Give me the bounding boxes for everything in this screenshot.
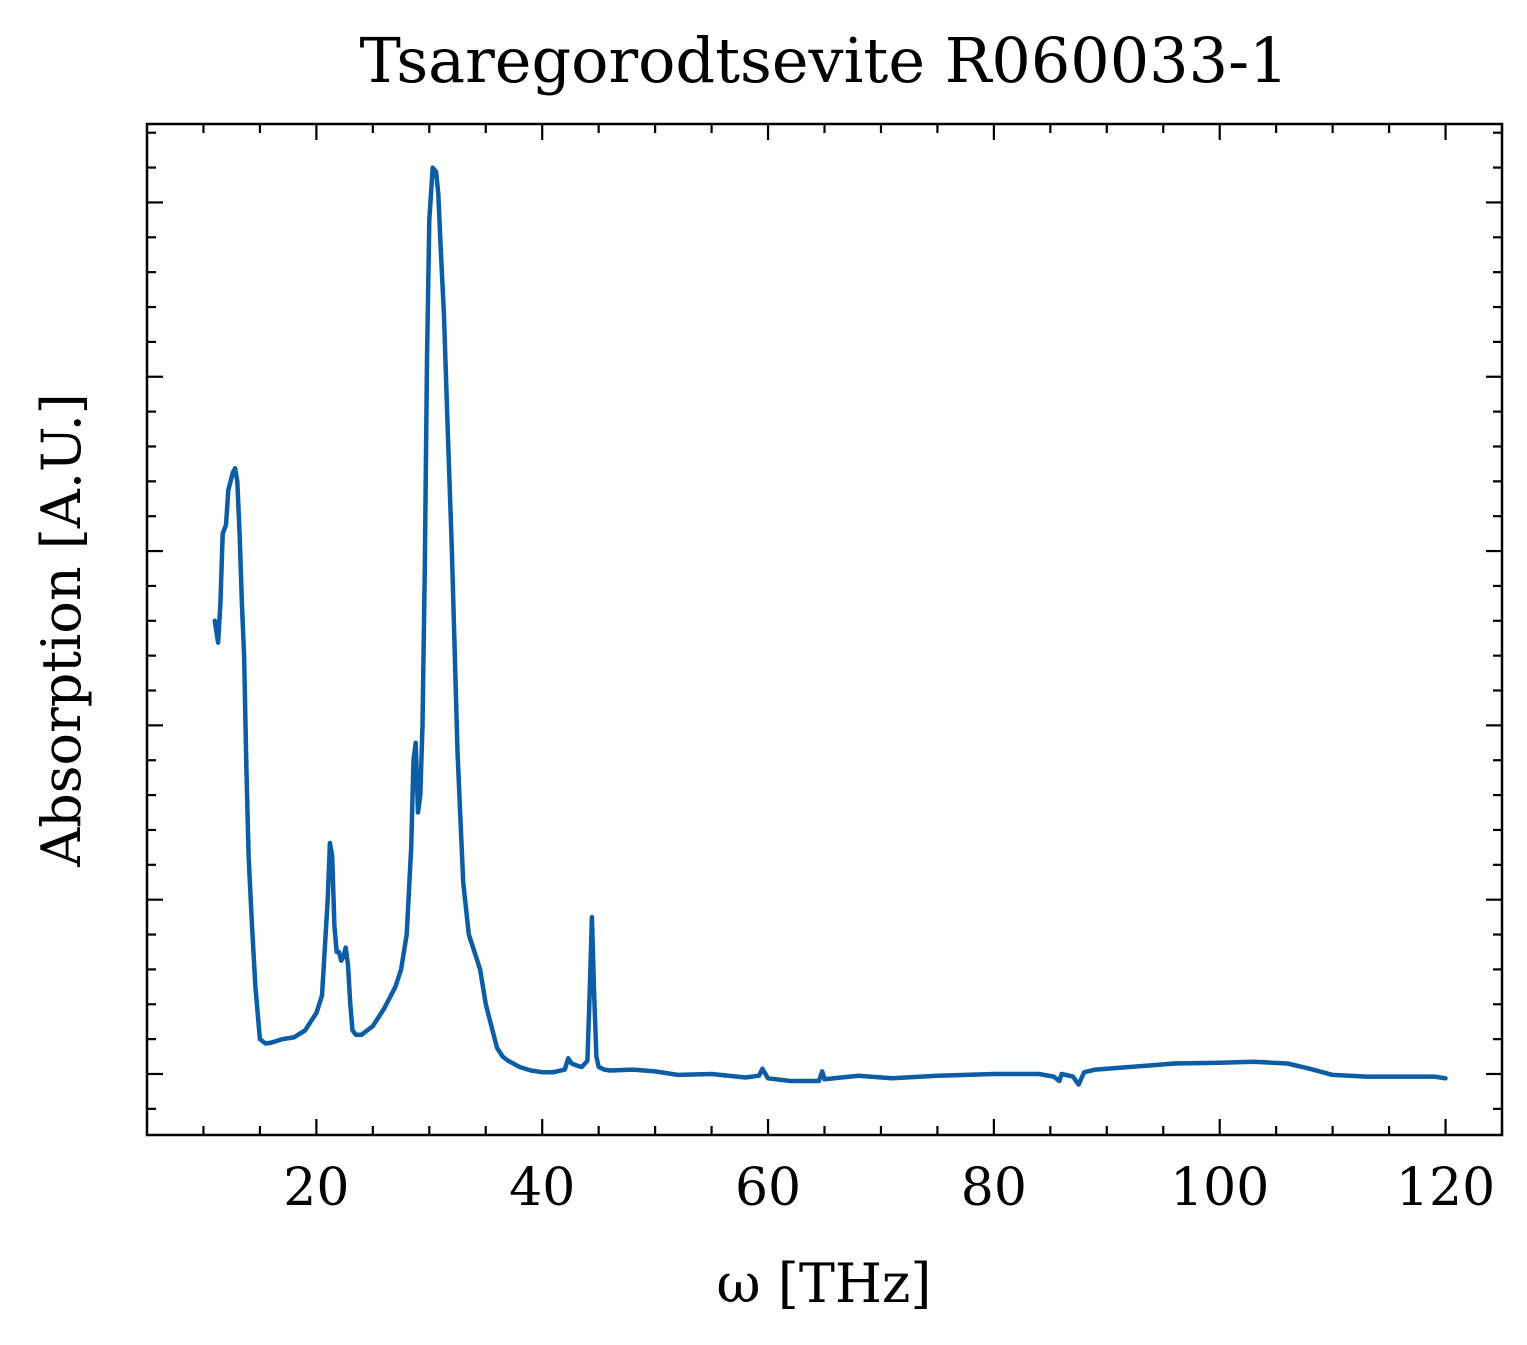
x-tick-label: 80 (961, 1158, 1027, 1218)
x-tick-label: 40 (509, 1158, 575, 1218)
chart-title: Tsaregorodtsevite R060033-1 (360, 24, 1289, 97)
series-layer (212, 165, 1448, 1087)
x-tick-label: 20 (283, 1158, 349, 1218)
y-axis-label: Absorption [A.U.] (30, 393, 93, 868)
x-tick-labels: 20 40 60 80 100 120 (283, 1158, 1495, 1218)
x-axis-label: ω [THz] (717, 1252, 932, 1315)
x-tick-label: 60 (735, 1158, 801, 1218)
series-line-0 (212, 165, 1448, 1087)
plot-frame (145, 122, 1504, 1137)
axis-ticks (147, 124, 1504, 1135)
x-tick-label: 100 (1170, 1158, 1269, 1218)
x-tick-label: 120 (1396, 1158, 1495, 1218)
